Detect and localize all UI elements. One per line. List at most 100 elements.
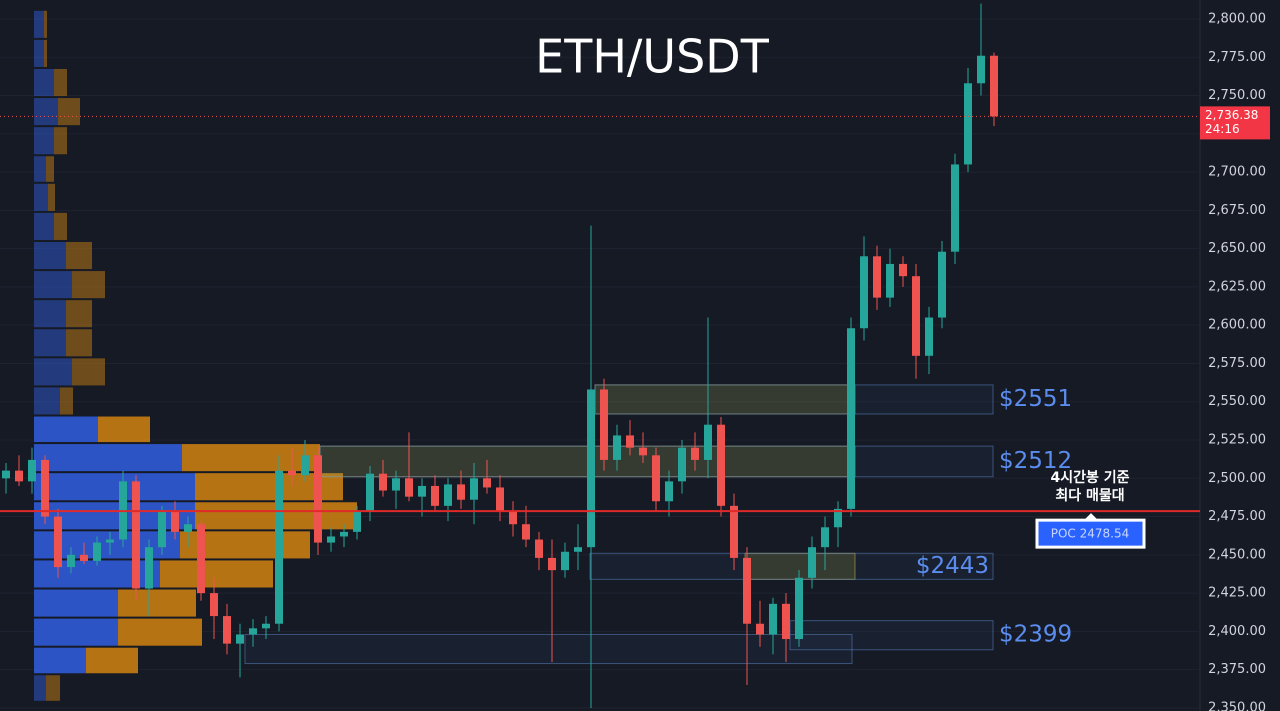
candle-body [145,547,153,589]
y-tick-label: 2,350.00 [1208,700,1266,711]
annotation: 최다 매물대 [1055,488,1124,504]
zone-fill [744,552,856,580]
profile-sell [54,68,67,97]
profile-buy [34,329,66,357]
candle-body [327,536,335,543]
candle-body [197,524,205,594]
poc-box [1035,518,1146,549]
profile-buy [34,127,54,155]
y-tick-label: 2,525.00 [1208,433,1266,448]
poc-label: POC 2478.54 [1051,527,1130,541]
candle-body [925,317,933,356]
candle-body [834,508,842,528]
candle-body [210,593,218,617]
candle-body [821,527,829,548]
candle-body [756,623,764,635]
profile-sell [72,271,105,299]
profile-sell [66,300,92,328]
candle-body [301,455,309,476]
y-tick-label: 2,650.00 [1208,241,1266,256]
candle-body [418,485,426,497]
profile-buy [34,156,46,182]
candle-body [522,524,530,540]
candle-body [951,164,959,252]
y-tick-label: 2,775.00 [1208,50,1266,65]
profile-buy [34,589,118,617]
y-tick-label: 2,425.00 [1208,586,1266,601]
profile-sell [182,444,320,472]
candle-body [379,473,387,491]
profile-sell [48,183,55,211]
profile-buy [34,39,44,67]
profile-sell [54,127,67,155]
y-tick-label: 2,700.00 [1208,165,1266,180]
candle-body [223,616,231,644]
last-price-tag [1200,106,1270,140]
last-price-label: 2,736.38 [1205,108,1258,122]
profile-buy [34,444,182,472]
zone [594,384,994,415]
candle-body [405,478,413,497]
candle-body [340,531,348,537]
zone-label: $2443 [916,553,989,579]
candle-body [41,459,49,517]
candle-body [444,484,452,506]
profile-sell [60,387,73,415]
candle-body [613,435,621,460]
candle-body [288,470,296,476]
candle-body [912,276,920,356]
profile-sell [58,98,80,126]
profile-buy [34,183,48,211]
candle-body [509,511,517,525]
candle-body [899,263,907,277]
profile-sell [66,241,92,270]
profile-sell [46,156,54,182]
y-tick-label: 2,500.00 [1208,471,1266,486]
candle-body [158,511,166,548]
profile-buy [34,212,54,240]
countdown: 24:16 [1205,122,1240,136]
y-tick-label: 2,475.00 [1208,509,1266,524]
candle-body [743,557,751,624]
candle-body [626,435,634,448]
profile-buy [34,416,98,443]
candle-body [496,487,504,512]
profile-buy [34,271,72,299]
candle-body [28,459,36,482]
candle-body [691,447,699,460]
candle-body [236,634,244,644]
y-tick-label: 2,750.00 [1208,88,1266,103]
candle-body [15,470,23,482]
zone-label: $2551 [999,386,1072,412]
candle-body [470,478,478,500]
profile-sell [46,675,60,701]
profile-buy [34,675,46,701]
candle-body [717,424,725,506]
candle-body [600,389,608,460]
y-tick-label: 2,675.00 [1208,203,1266,218]
candle-body [67,554,75,568]
profile-buy [34,473,195,501]
candle-body [54,516,62,568]
candle-body [847,328,855,509]
candle-body [106,539,114,543]
candles [2,3,998,708]
candle-body [678,447,686,482]
candle-body [171,511,179,532]
zone [789,620,994,651]
candle-body [964,83,972,165]
profile-sell [160,560,273,588]
profile-sell [44,10,47,38]
candle-body [977,55,985,84]
candle-body [2,470,10,479]
profile-sell [44,39,47,67]
candle-body [795,577,803,640]
profile-buy [34,387,60,415]
candle-body [769,603,777,635]
profile-buy [34,98,58,126]
poc-pointer [1085,513,1097,520]
candle-body [561,551,569,571]
candle-body [275,470,283,624]
